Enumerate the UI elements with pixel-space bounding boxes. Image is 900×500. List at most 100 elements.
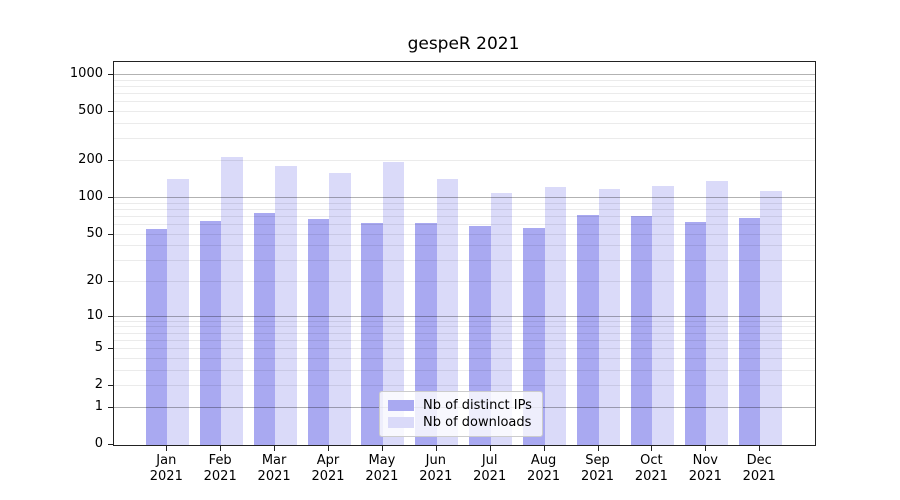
bar-downloads-dec — [760, 190, 782, 445]
y-tick-label: 1 — [94, 398, 103, 414]
x-tick-label-jan: Jan 2021 — [149, 453, 183, 484]
x-tick-label-may: May 2021 — [365, 453, 399, 484]
gridline-minor — [114, 123, 815, 124]
gridline-minor — [114, 332, 815, 334]
gridline-major — [114, 74, 815, 75]
gridline-minor — [114, 339, 815, 341]
bar-downloads-jul — [490, 192, 513, 445]
bar-ips-mar — [253, 213, 276, 445]
bar-ips-jan — [145, 228, 168, 445]
gridline-minor — [114, 385, 815, 387]
gridline-minor — [114, 233, 815, 235]
gridline-minor — [114, 223, 815, 225]
y-tick-mark — [108, 406, 113, 408]
legend-label: Nb of distinct IPs — [423, 398, 532, 413]
bar-ips-aug — [523, 227, 545, 445]
y-tick-mark — [108, 281, 113, 282]
x-tick-label-feb: Feb 2021 — [203, 453, 237, 484]
y-tick-label: 10 — [86, 307, 103, 323]
x-tick-mark — [166, 446, 168, 451]
x-tick-mark — [597, 446, 599, 451]
gridline-minor — [114, 160, 815, 161]
gridline-minor — [114, 281, 815, 282]
gridline-minor — [114, 202, 815, 204]
gridline-minor — [114, 320, 815, 322]
bar-downloads-jan — [167, 178, 189, 445]
x-tick-mark — [543, 446, 545, 451]
legend-item-distinct-ips: Nb of distinct IPs — [388, 397, 532, 414]
bar-ips-oct — [630, 216, 653, 445]
legend-swatch — [388, 400, 414, 411]
bar-downloads-nov — [706, 181, 728, 445]
gridline-minor — [114, 79, 815, 81]
y-tick-mark — [108, 111, 113, 113]
x-tick-mark — [705, 446, 707, 451]
bar-downloads-aug — [544, 186, 567, 445]
x-tick-mark — [220, 446, 222, 451]
gridline-minor — [114, 357, 815, 359]
y-tick-label: 500 — [78, 103, 103, 119]
gridline-minor — [114, 215, 815, 217]
chart-title: gespeR 2021 — [407, 34, 520, 54]
y-tick-label: 2 — [94, 377, 103, 393]
y-tick-mark — [108, 160, 113, 161]
y-tick-label: 20 — [86, 273, 103, 288]
x-tick-mark — [435, 446, 437, 451]
y-tick-label: 1000 — [69, 66, 103, 81]
gridline-minor — [114, 111, 815, 113]
x-tick-label-sep: Sep 2021 — [580, 453, 615, 484]
x-tick-mark — [651, 446, 653, 451]
x-tick-mark — [381, 446, 383, 451]
x-tick-label-dec: Dec 2021 — [742, 453, 776, 484]
y-tick-label: 50 — [86, 225, 103, 241]
y-tick-mark — [108, 444, 113, 445]
bar-ips-apr — [307, 219, 329, 445]
x-tick-label-apr: Apr 2021 — [311, 453, 345, 484]
x-tick-mark — [489, 446, 491, 451]
bar-downloads-apr — [329, 172, 351, 445]
bar-downloads-mar — [275, 165, 297, 445]
y-tick-label: 0 — [94, 436, 103, 451]
x-tick-mark — [759, 446, 761, 451]
bar-downloads-jun — [436, 179, 459, 445]
bar-downloads-sep — [598, 189, 620, 445]
legend-item-downloads: Nb of downloads — [388, 414, 532, 431]
x-tick-label-jul: Jul 2021 — [473, 453, 507, 484]
gridline-minor — [114, 245, 815, 247]
legend-label: Nb of downloads — [423, 415, 532, 430]
y-tick-label: 5 — [94, 340, 103, 356]
x-tick-label-oct: Oct 2021 — [634, 453, 668, 484]
bar-ips-sep — [577, 214, 599, 445]
gridline-minor — [114, 326, 815, 328]
y-tick-mark — [108, 315, 113, 317]
gridline-major — [114, 315, 815, 317]
y-tick-mark — [108, 74, 113, 75]
gridline-minor — [114, 93, 815, 95]
x-tick-mark — [328, 446, 329, 451]
x-tick-label-mar: Mar 2021 — [257, 453, 291, 484]
bar-ips-nov — [684, 221, 707, 445]
bar-downloads-feb — [221, 157, 243, 445]
y-tick-label: 100 — [78, 188, 103, 204]
bar-ips-may — [361, 223, 383, 445]
y-tick-mark — [108, 348, 113, 350]
legend-swatch — [388, 417, 414, 428]
gridline-minor — [114, 101, 815, 103]
bar-downloads-may — [382, 162, 405, 445]
y-tick-mark — [108, 385, 113, 387]
gridline-minor — [114, 369, 815, 371]
x-tick-label-nov: Nov 2021 — [688, 453, 722, 484]
y-tick-mark — [108, 196, 113, 198]
x-tick-mark — [274, 446, 276, 451]
bar-ips-jun — [415, 223, 437, 445]
gridline-minor — [114, 208, 815, 210]
y-tick-mark — [108, 233, 113, 235]
bar-ips-jul — [469, 225, 491, 445]
gridline-major — [114, 196, 815, 198]
x-tick-label-jun: Jun 2021 — [419, 453, 453, 484]
legend: Nb of distinct IPs Nb of downloads — [379, 391, 543, 437]
gridline-minor — [114, 260, 815, 262]
bar-ips-dec — [738, 218, 761, 445]
y-tick-label: 200 — [78, 152, 103, 167]
